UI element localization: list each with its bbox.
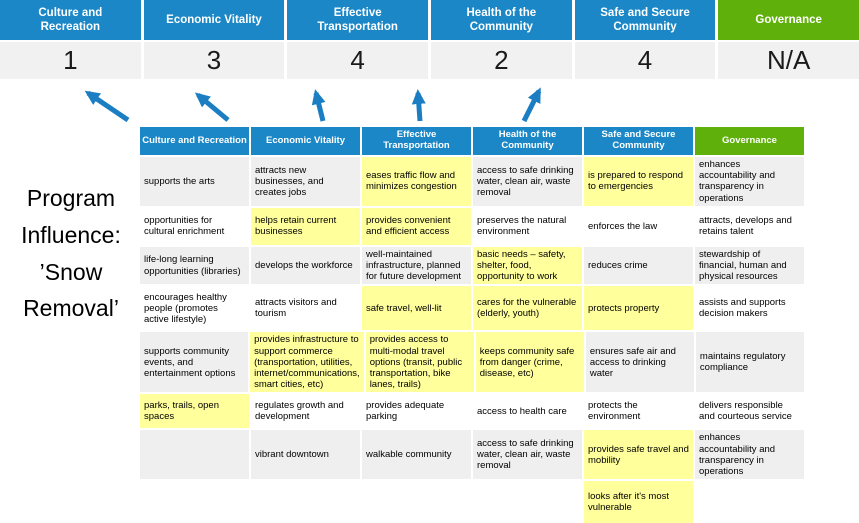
matrix-cell: access to safe drinking water, clean air… <box>473 157 582 206</box>
matrix-row-8: looks after it's most vulnerable <box>140 481 804 523</box>
matrix-row-1: supports the arts attracts new businesses… <box>140 157 804 206</box>
matrix-cell: supports the arts <box>140 157 249 206</box>
matrix-cell: ensures safe air and access to drinking … <box>585 332 694 393</box>
program-influence-label: Program Influence: ’Snow Removal’ <box>21 185 121 322</box>
influence-matrix: Culture and Recreation Economic Vitality E… <box>140 127 804 523</box>
matrix-row-6: parks, trails, open spaces regulates grow… <box>140 394 804 429</box>
arrows-layer <box>84 87 542 123</box>
matrix-cell: enhances accountability and transparency… <box>695 430 804 480</box>
matrix-cell: reduces crime <box>584 246 693 285</box>
summary-header-4: Health of the Community <box>431 0 572 40</box>
matrix-header-5: Safe and Secure Community <box>584 127 693 155</box>
summary-header-1: Culture and Recreation <box>0 0 141 40</box>
matrix-header-row: Culture and Recreation Economic Vitality E… <box>140 127 804 155</box>
summary-score-1: 1 <box>0 42 141 79</box>
matrix-cell: develops the workforce <box>251 246 360 285</box>
matrix-cell: delivers responsible and courteous servi… <box>695 394 804 429</box>
matrix-row-3: life-long learning opportunities (librar… <box>140 246 804 285</box>
arrow-icon <box>521 87 542 123</box>
matrix-cell: eases traffic flow and minimizes congest… <box>362 157 471 206</box>
matrix-cell <box>140 430 249 480</box>
matrix-row-7: vibrant downtown walkable community access… <box>140 430 804 480</box>
arrow-icon <box>411 89 426 122</box>
matrix-cell: attracts, develops and retains talent <box>695 207 804 245</box>
matrix-cell: enhances accountability and transparency… <box>695 157 804 206</box>
matrix-cell: parks, trails, open spaces <box>140 394 249 429</box>
matrix-cell <box>140 481 249 523</box>
matrix-cell: enforces the law <box>584 207 693 245</box>
summary-strip: Culture and Recreation Economic Vitality E… <box>0 0 859 79</box>
summary-header-5: Safe and Secure Community <box>574 0 716 40</box>
matrix-cell: provides infrastructure to support comme… <box>250 332 364 393</box>
matrix-row-2: opportunities for cultural enrichment hel… <box>140 207 804 245</box>
summary-score-6: N/A <box>718 42 859 79</box>
matrix-header-4: Health of the Community <box>473 127 582 155</box>
arrow-icon <box>194 92 230 122</box>
matrix-cell: well-maintained infrastructure, planned … <box>362 246 471 285</box>
matrix-cell <box>251 481 360 523</box>
matrix-cell: regulates growth and development <box>251 394 360 429</box>
matrix-cell: provides safe travel and mobility <box>584 430 693 480</box>
matrix-cell: access to safe drinking water, clean air… <box>473 430 582 480</box>
matrix-cell: is prepared to respond to emergencies <box>584 157 693 206</box>
summary-header-2: Economic Vitality <box>143 0 285 40</box>
matrix-header-2: Economic Vitality <box>251 127 360 155</box>
arrow-icon <box>84 90 130 123</box>
matrix-cell: walkable community <box>362 430 471 480</box>
matrix-cell <box>362 481 471 523</box>
summary-score-3: 4 <box>287 42 428 79</box>
matrix-cell: provides convenient and efficient access <box>362 207 471 245</box>
matrix-cell: supports community events, and entertain… <box>140 332 249 393</box>
arrow-icon <box>311 89 326 122</box>
matrix-cell: stewardship of financial, human and phys… <box>695 246 804 285</box>
matrix-cell: life-long learning opportunities (librar… <box>140 246 249 285</box>
matrix-header-6: Governance <box>695 127 804 155</box>
matrix-cell: protects the environment <box>584 394 693 429</box>
summary-score-4: 2 <box>431 42 572 79</box>
matrix-row-4: encourages healthy people (promotes acti… <box>140 286 804 331</box>
matrix-cell: provides access to multi-modal travel op… <box>365 332 474 393</box>
matrix-cell: keeps community safe from danger (crime,… <box>475 332 584 393</box>
matrix-cell: attracts visitors and tourism <box>251 286 360 331</box>
matrix-cell: preserves the natural environment <box>473 207 582 245</box>
summary-header-3: Effective Transportation <box>287 0 428 40</box>
matrix-cell: cares for the vulnerable (elderly, youth… <box>473 286 582 331</box>
matrix-cell: looks after it's most vulnerable <box>584 481 693 523</box>
summary-score-2: 3 <box>143 42 285 79</box>
summary-score-5: 4 <box>574 42 716 79</box>
matrix-cell: basic needs – safety, shelter, food, opp… <box>473 246 582 285</box>
matrix-cell: helps retain current businesses <box>251 207 360 245</box>
matrix-cell: encourages healthy people (promotes acti… <box>140 286 249 331</box>
matrix-cell <box>473 481 582 523</box>
matrix-cell: attracts new businesses, and creates job… <box>251 157 360 206</box>
matrix-header-1: Culture and Recreation <box>140 127 249 155</box>
matrix-cell: provides adequate parking <box>362 394 471 429</box>
matrix-row-5: supports community events, and entertain… <box>140 332 804 393</box>
matrix-cell: opportunities for cultural enrichment <box>140 207 249 245</box>
matrix-header-3: Effective Transportation <box>362 127 471 155</box>
matrix-cell: vibrant downtown <box>251 430 360 480</box>
matrix-cell: maintains regulatory compliance <box>695 332 804 393</box>
matrix-cell <box>695 481 804 523</box>
matrix-cell: assists and supports decision makers <box>695 286 804 331</box>
matrix-cell: protects property <box>584 286 693 331</box>
summary-header-6: Governance <box>718 0 859 40</box>
matrix-cell: access to health care <box>473 394 582 429</box>
matrix-cell: safe travel, well-lit <box>362 286 471 331</box>
